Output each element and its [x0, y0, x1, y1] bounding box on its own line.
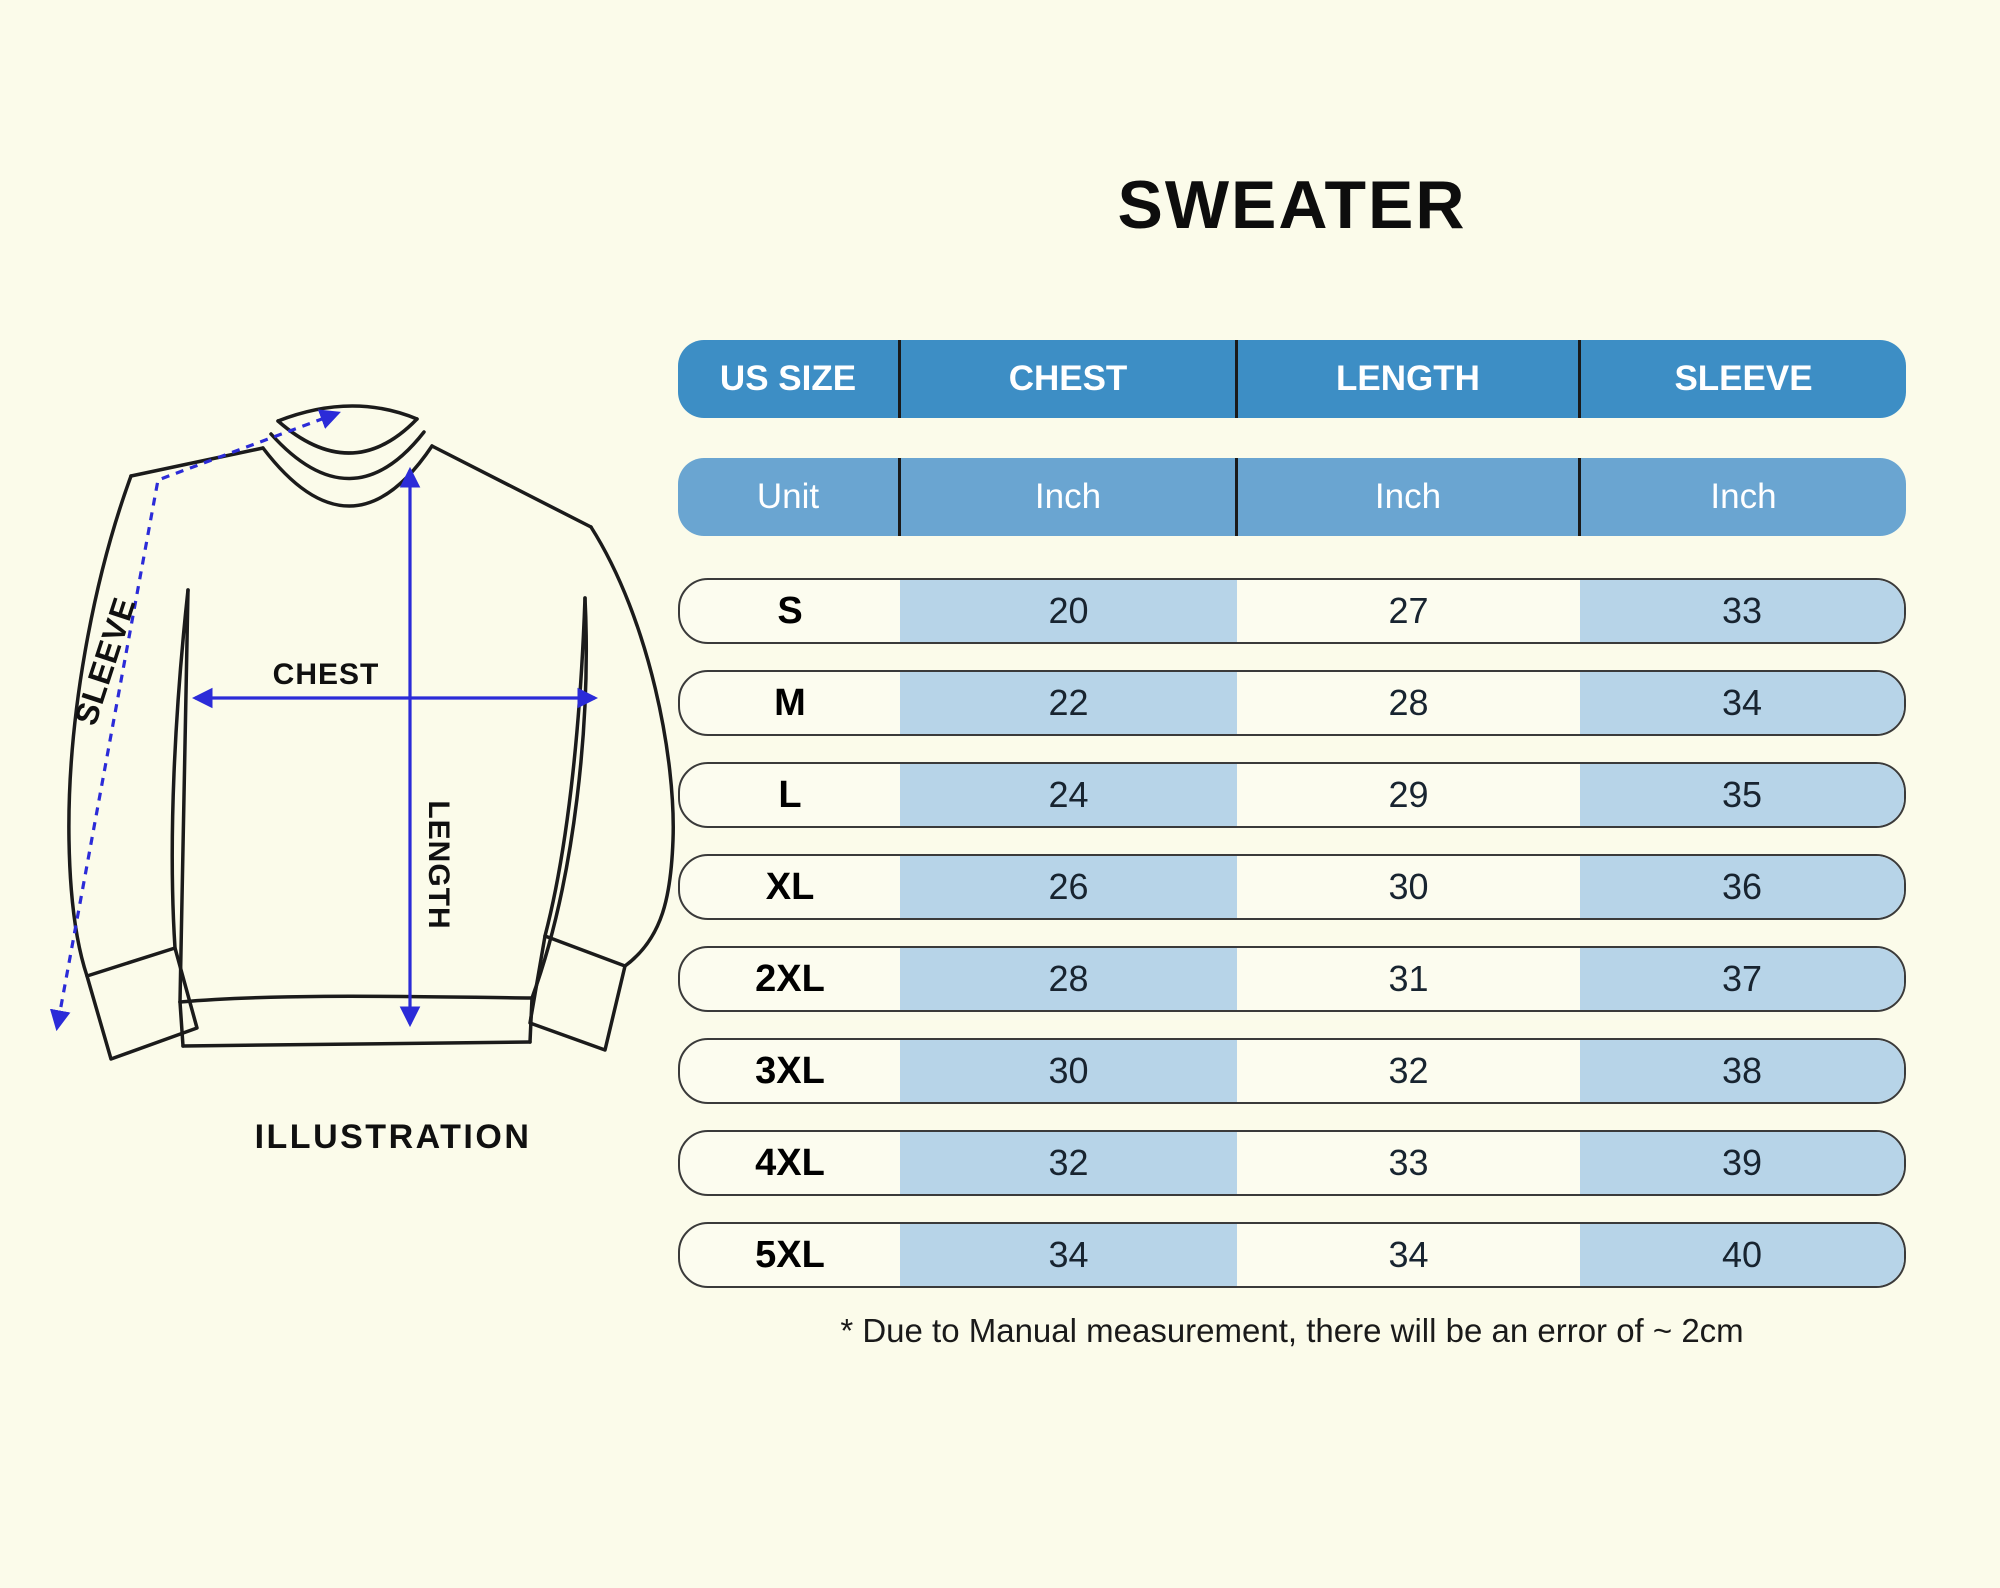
table-row: XL 26 30 36	[678, 854, 1906, 920]
column-header-us-size: US SIZE	[719, 359, 857, 398]
unit-cell-sleeve: Inch	[1578, 458, 1906, 536]
cell-sleeve: 36	[1580, 856, 1904, 918]
cell-sleeve: 38	[1580, 1040, 1904, 1102]
cell-sleeve: 39	[1580, 1132, 1904, 1194]
cell-chest: 20	[900, 580, 1237, 642]
cell-sleeve: 37	[1580, 948, 1904, 1010]
table-header-row: US SIZE CHEST LENGTH SLEEVE	[678, 340, 1906, 418]
table-row: 4XL 32 33 39	[678, 1130, 1906, 1196]
size-rows: S 20 27 33 M 22 28 34 L 24 29 35 XL 26 3…	[678, 578, 1906, 1288]
column-header-chest: CHEST	[898, 340, 1235, 418]
table-row: 5XL 34 34 40	[678, 1222, 1906, 1288]
unit-cell-chest: Inch	[898, 458, 1235, 536]
table-row: 3XL 30 32 38	[678, 1038, 1906, 1104]
column-header-sleeve: SLEEVE	[1578, 340, 1906, 418]
cell-size: S	[777, 589, 803, 632]
cell-size: M	[774, 681, 806, 724]
cell-length: 33	[1388, 1142, 1429, 1183]
cell-length: 31	[1388, 958, 1429, 999]
sleeve-label: SLEEVE	[67, 593, 142, 730]
unit-cell-length: Inch	[1235, 458, 1578, 536]
cell-chest: 26	[900, 856, 1237, 918]
illustration-caption: ILLUSTRATION	[255, 1118, 532, 1156]
cell-sleeve: 35	[1580, 764, 1904, 826]
cell-size: 3XL	[755, 1049, 825, 1092]
cell-length: 27	[1388, 590, 1429, 631]
cell-size: 5XL	[755, 1233, 825, 1276]
table-row: S 20 27 33	[678, 578, 1906, 644]
left-cuff	[85, 946, 199, 1061]
cell-length: 28	[1388, 682, 1429, 723]
cell-chest: 34	[900, 1224, 1237, 1286]
cell-sleeve: 34	[1580, 672, 1904, 734]
unit-cell-label: Unit	[756, 477, 820, 516]
cell-chest: 24	[900, 764, 1237, 826]
cell-size: L	[778, 773, 802, 816]
table-row: L 24 29 35	[678, 762, 1906, 828]
cell-size: 4XL	[755, 1141, 825, 1184]
right-cuff	[528, 934, 627, 1052]
cell-chest: 28	[900, 948, 1237, 1010]
cell-chest: 22	[900, 672, 1237, 734]
column-header-length: LENGTH	[1235, 340, 1578, 418]
cell-sleeve: 33	[1580, 580, 1904, 642]
size-table: US SIZE CHEST LENGTH SLEEVE Unit Inch In…	[678, 340, 1906, 1314]
cell-length: 34	[1388, 1234, 1429, 1275]
sweater-illustration: SLEEVE CHEST LENGTH ILLUSTRATION	[49, 404, 675, 1156]
cell-size: XL	[765, 865, 815, 908]
table-row: M 22 28 34	[678, 670, 1906, 736]
chest-label: CHEST	[273, 658, 380, 691]
unit-row: Unit Inch Inch Inch	[678, 458, 1906, 536]
cell-size: 2XL	[755, 957, 825, 1000]
sweater-outline	[67, 404, 675, 1061]
measurement-disclaimer: * Due to Manual measurement, there will …	[840, 1312, 1744, 1349]
cell-chest: 32	[900, 1132, 1237, 1194]
page-title: SWEATER	[1117, 167, 1467, 243]
measurement-arrows	[49, 409, 599, 1032]
cell-length: 29	[1388, 774, 1429, 815]
table-row: 2XL 28 31 37	[678, 946, 1906, 1012]
sleeve-arrow	[49, 409, 341, 1032]
cell-chest: 30	[900, 1040, 1237, 1102]
length-label: LENGTH	[422, 800, 455, 929]
cell-sleeve: 40	[1580, 1224, 1904, 1286]
cell-length: 32	[1388, 1050, 1429, 1091]
cell-length: 30	[1388, 866, 1429, 907]
